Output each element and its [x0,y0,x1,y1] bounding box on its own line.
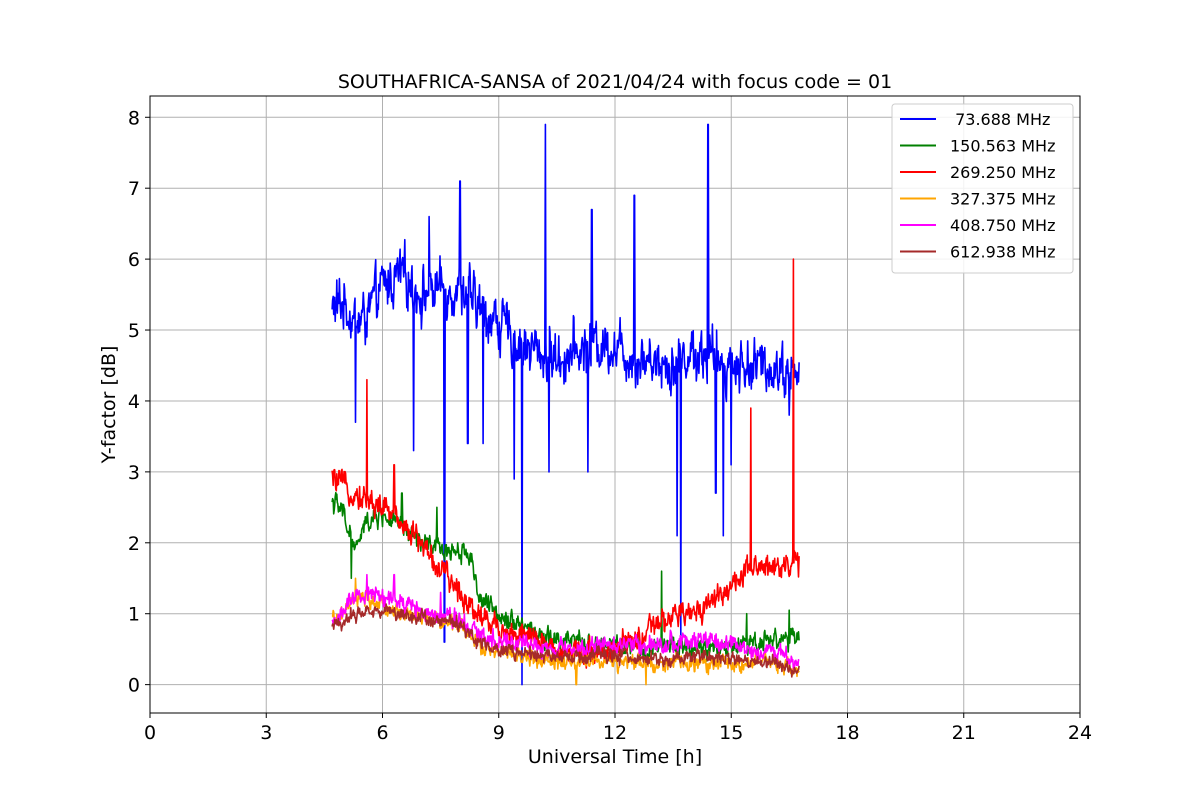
legend: 73.688 MHz 150.563 MHz 269.250 MHz 327.375 … [891,103,1074,274]
series-line [331,123,800,686]
y-tick-label: 3 [128,462,140,484]
chart-title: SOUTHAFRICA-SANSA of 2021/04/24 with foc… [338,71,892,93]
y-tick-label: 5 [128,320,140,342]
series-line [331,573,800,671]
series-line [331,258,800,669]
x-tick-label: 15 [719,722,743,744]
x-tick-label: 12 [603,722,627,744]
y-tick-label: 1 [128,604,140,626]
series-layer [331,123,800,686]
y-tick-label: 2 [128,533,140,555]
series-line [331,491,800,664]
legend-label: 150.563 MHz [950,137,1055,156]
x-axis-title: Universal Time [h] [528,746,702,768]
x-tick-label: 6 [376,722,388,744]
grid [149,96,1081,713]
legend-label: 327.375 MHz [950,190,1055,209]
legend-label: 269.250 MHz [950,163,1055,182]
x-tick-label: 3 [260,722,272,744]
legend-frame [891,103,1074,274]
legend-label: 408.750 MHz [950,216,1055,235]
y-tick-label: 6 [128,249,140,271]
y-tick-label: 4 [128,391,140,413]
legend-label: 73.688 MHz [950,110,1050,129]
series-line [331,603,800,678]
y-tick-label: 7 [128,178,140,200]
x-tick-label: 9 [493,722,505,744]
x-tick-label: 18 [835,722,859,744]
x-tick-label: 24 [1068,722,1092,744]
x-tick-label: 0 [144,722,156,744]
y-tick-label: 8 [128,107,140,129]
legend-label: 612.938 MHz [950,243,1055,262]
y-axis-title: Y-factor [dB] [98,346,120,465]
x-tick-label: 21 [952,722,976,744]
y-tick-label: 0 [128,675,140,697]
